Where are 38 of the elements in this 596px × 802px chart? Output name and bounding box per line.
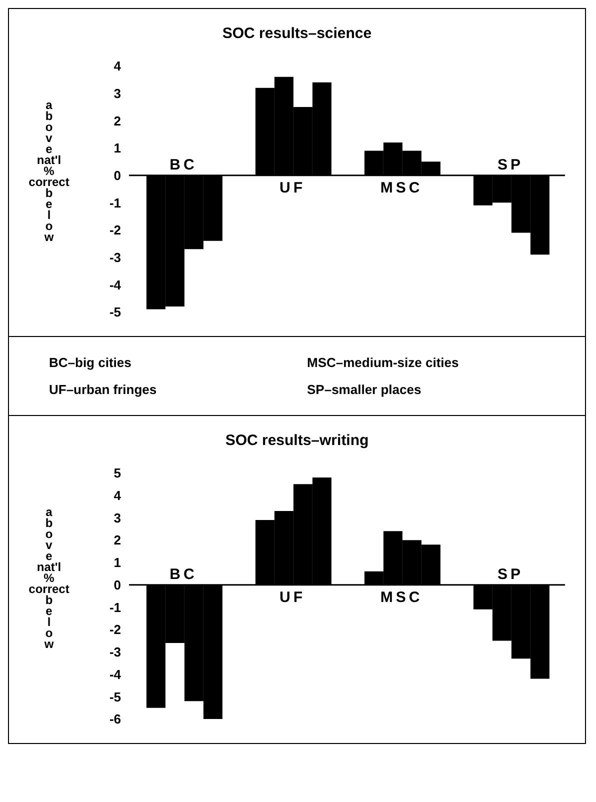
text: UF–urban fringes: [49, 382, 158, 397]
y-tick-label: 2: [114, 532, 121, 548]
y-tick-label: 5: [114, 466, 121, 481]
y-tick-label: -1: [109, 600, 121, 615]
x-tick-label: UF: [280, 588, 306, 606]
x-tick-label: SP: [497, 156, 524, 174]
y-tick-label: 0: [114, 168, 121, 183]
x-tick-label: SP: [497, 566, 524, 583]
text: above nat'l % correct below: [28, 98, 70, 244]
y-tick-label: 4: [114, 58, 122, 74]
y-tick-label: 3: [114, 510, 121, 526]
text: above nat'l % correct below: [28, 504, 70, 650]
chart-title: SOC results–writing: [224, 432, 370, 449]
y-tick-label: 1: [114, 555, 121, 570]
x-tick-label: BC: [170, 156, 198, 174]
y-tick-label: 4: [114, 488, 122, 503]
text: BC–big cities: [49, 355, 132, 370]
x-tick-label: UF: [280, 179, 306, 196]
y-tick-label: -3: [109, 644, 121, 660]
y-tick-label: 0: [114, 577, 121, 592]
y-tick-label: -5: [109, 304, 121, 320]
y-tick-label: -1: [109, 195, 121, 210]
y-tick-label: -2: [109, 622, 121, 638]
text: SP–smaller places: [307, 382, 422, 397]
y-tick-label: -6: [109, 712, 121, 727]
y-tick-label: -3: [109, 250, 121, 265]
y-tick-label: -5: [109, 689, 121, 704]
y-tick-label: 3: [114, 86, 121, 101]
y-tick-label: -4: [109, 666, 122, 682]
y-tick-label: -2: [109, 222, 121, 238]
y-tick-label: 1: [114, 140, 121, 156]
chart-title: SOC results–science: [221, 25, 373, 42]
y-tick-label: -4: [109, 277, 122, 292]
text: MSC–medium-size cities: [307, 355, 460, 370]
x-tick-label: BC: [170, 566, 198, 583]
x-tick-label: MSC: [380, 179, 423, 196]
x-tick-label: MSC: [380, 588, 423, 606]
y-tick-label: 2: [114, 113, 121, 128]
